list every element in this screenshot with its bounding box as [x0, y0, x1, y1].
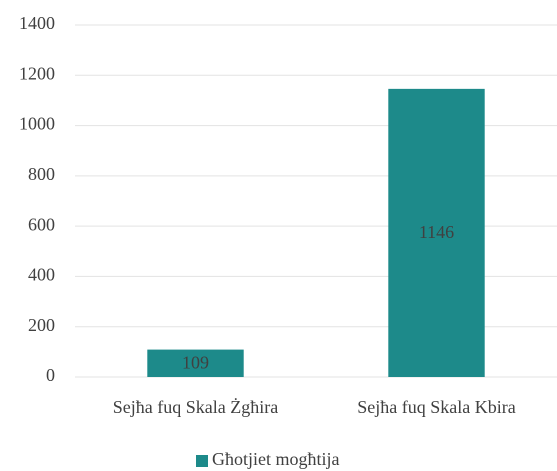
legend-swatch	[196, 455, 208, 467]
bar	[147, 349, 244, 377]
y-tick-label: 200	[28, 315, 55, 335]
data-label: 109	[182, 352, 209, 372]
x-tick-label: Sejħa fuq Skala Kbira	[357, 397, 515, 417]
y-tick-label: 400	[28, 265, 55, 285]
y-tick-label: 800	[28, 164, 55, 184]
y-tick-label: 600	[28, 214, 55, 234]
legend-label: Għotjiet mogħtija	[212, 449, 340, 469]
y-tick-label: 1200	[19, 63, 55, 83]
y-tick-label: 1000	[19, 114, 55, 134]
data-label: 1146	[419, 222, 454, 242]
y-tick-label: 0	[46, 365, 55, 385]
x-tick-label: Sejħa fuq Skala Żgħira	[113, 397, 278, 417]
y-tick-label: 1400	[19, 13, 55, 33]
bar	[388, 88, 485, 377]
